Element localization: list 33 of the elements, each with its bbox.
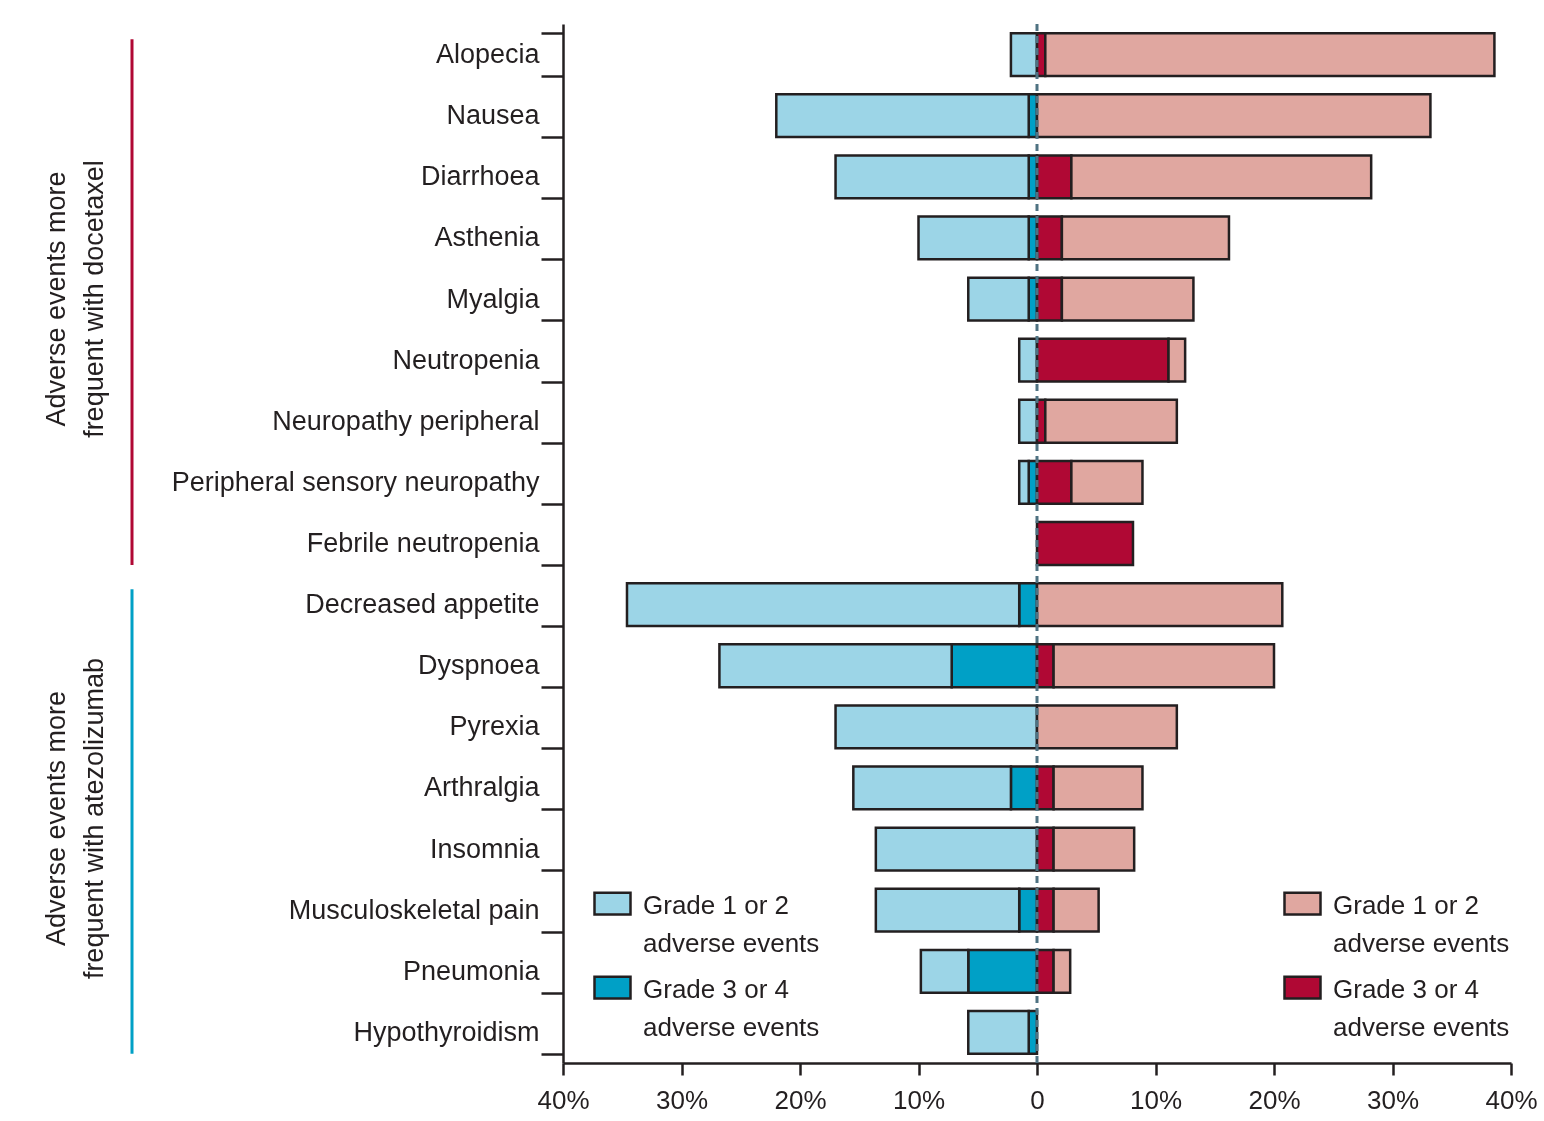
y-tick-label: Arthralgia bbox=[423, 772, 541, 803]
y-tick-label: Pyrexia bbox=[449, 711, 541, 742]
y-tick-label: Hypothyroidism bbox=[353, 1016, 540, 1047]
text: Adverse events more frequent with docetaxel bbox=[41, 160, 109, 438]
x-tick-label: 10% bbox=[892, 1084, 946, 1115]
legend-label: Grade 3 or 4 adverse events bbox=[1333, 973, 1510, 1042]
bar bbox=[1035, 520, 1135, 567]
x-tick-label: 40% bbox=[1485, 1084, 1538, 1115]
x-tick-label: 30% bbox=[1366, 1084, 1420, 1115]
y-tick-label: Myalgia bbox=[446, 283, 541, 314]
y-tick-label: Pneumonia bbox=[402, 955, 541, 986]
y-tick-label: Insomnia bbox=[429, 833, 541, 864]
x-tick-label: 10% bbox=[1129, 1084, 1183, 1115]
x-tick-label: 30% bbox=[655, 1084, 709, 1115]
x-tick-label: 20% bbox=[774, 1084, 827, 1115]
y-tick-label: Febrile neutropenia bbox=[306, 528, 541, 558]
text: Adverse events more frequent with atezolizumab bbox=[41, 657, 109, 980]
y-tick-label: Asthenia bbox=[434, 222, 541, 253]
x-tick-label: 40% bbox=[537, 1084, 590, 1115]
y-tick-label: Neutropenia bbox=[392, 344, 541, 375]
x-tick-label: 20% bbox=[1248, 1084, 1301, 1115]
legend-label: Grade 1 or 2 adverse events bbox=[1333, 889, 1510, 958]
y-tick-label: Dyspnoea bbox=[417, 650, 541, 681]
y-tick-label: Decreased appetite bbox=[305, 589, 540, 620]
y-tick-label: Nausea bbox=[446, 100, 541, 131]
legend-label: Grade 1 or 2 adverse events bbox=[643, 889, 820, 958]
y-tick-label: Alopecia bbox=[435, 39, 541, 70]
legend-label: Grade 3 or 4 adverse events bbox=[643, 973, 820, 1042]
y-tick-label: Peripheral sensory neuropathy bbox=[171, 466, 540, 497]
y-tick-label: Diarrhoea bbox=[420, 161, 541, 192]
y-tick-label: Neuropathy peripheral bbox=[272, 405, 540, 436]
x-tick-label: 0 bbox=[1030, 1084, 1045, 1115]
y-tick-label: Musculoskeletal pain bbox=[288, 894, 540, 925]
